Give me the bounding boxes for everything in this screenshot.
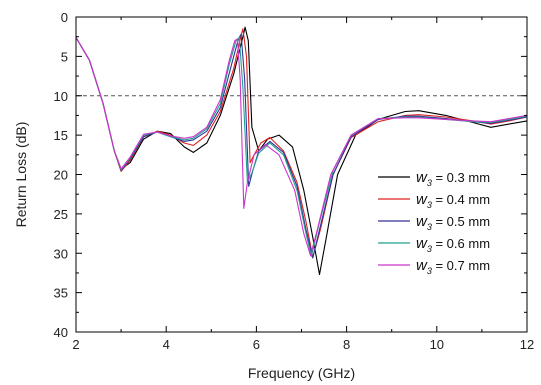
y-tick-label: 30 (54, 246, 68, 261)
series-line-1 (75, 26, 528, 276)
x-tick-label: 4 (163, 337, 170, 352)
series-line-5 (75, 37, 528, 257)
y-tick-label: 10 (54, 89, 68, 104)
y-tick-label: 15 (54, 128, 68, 143)
legend-label-4: w3 = 0.6 mm (416, 235, 490, 254)
y-tick-label: 35 (54, 286, 68, 301)
y-tick-label: 5 (61, 49, 68, 64)
legend-label-2: w3 = 0.4 mm (416, 191, 490, 210)
legend-label-5: w3 = 0.7 mm (416, 257, 490, 276)
legend: w3 = 0.3 mm w3 = 0.4 mm w3 = 0.5 mm w3 = 0.… (378, 169, 490, 276)
y-tick-label: 0 (61, 10, 68, 25)
x-tick-label: 12 (520, 337, 534, 352)
series-line-3 (75, 33, 528, 259)
y-tick-label: 20 (54, 168, 68, 183)
series-layer (75, 26, 528, 276)
tick-layer: 2 4 6 8 10 12 0 5 10 15 20 25 30 35 40 (54, 10, 535, 352)
x-tick-label: 2 (72, 337, 79, 352)
x-tick-label: 8 (343, 337, 350, 352)
y-axis-title: Return Loss (dB) (13, 122, 29, 228)
legend-label-1: w3 = 0.3 mm (416, 169, 490, 188)
x-axis-title: Frequency (GHz) (248, 365, 355, 381)
y-tick-label: 25 (54, 207, 68, 222)
x-tick-label: 6 (253, 337, 260, 352)
y-tick-label: 40 (54, 325, 68, 340)
legend-label-3: w3 = 0.5 mm (416, 213, 490, 232)
x-tick-label: 10 (430, 337, 444, 352)
